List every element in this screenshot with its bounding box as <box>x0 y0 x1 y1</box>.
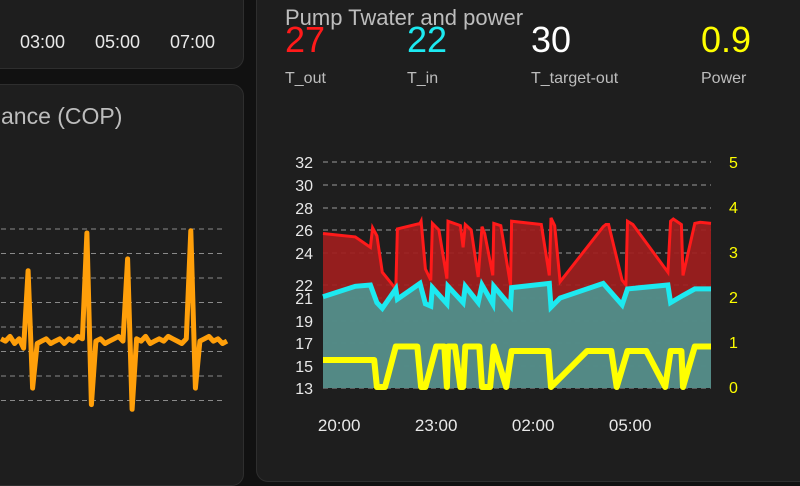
x-tick-label: 05:00 <box>95 32 141 52</box>
x-tick-label: 07:00 <box>170 32 216 52</box>
stat-label-t-out: T_out <box>285 70 326 87</box>
cop-chart <box>0 228 229 412</box>
y-left-tick-label: 17 <box>295 336 313 353</box>
y-left-tick-label: 21 <box>295 291 313 308</box>
power-series-line <box>323 343 711 390</box>
x-tick-label: 05:00 <box>609 416 652 435</box>
stat-value-t-target-out: 30 <box>531 19 572 60</box>
stat-value-t-out: 27 <box>285 19 326 60</box>
y-left-tick-label: 22 <box>295 278 313 295</box>
pump-card-title: Pump Twater and power <box>285 5 524 30</box>
y-left-tick-label: 32 <box>295 155 313 172</box>
y-left-tick-label: 28 <box>295 201 313 218</box>
y-right-tick-label: 5 <box>729 155 738 172</box>
y-left-tick-label: 19 <box>295 314 313 331</box>
stat-value-power: 0.9 <box>701 19 752 60</box>
pump-card: Pump Twater and power 27 T_out 22 T_in 3… <box>256 0 800 482</box>
x-tick-label: 03:00 <box>20 32 66 52</box>
y-left-tick-label: 26 <box>295 223 313 240</box>
stat-label-t-target-out: T_target-out <box>531 70 619 87</box>
y-left-tick-label: 15 <box>295 359 313 376</box>
stat-label-t-in: T_in <box>407 70 439 87</box>
y-right-tick-label: 4 <box>729 200 738 217</box>
y-right-tick-label: 1 <box>729 335 738 352</box>
stat-value-t-in: 22 <box>407 19 448 60</box>
x-tick-label: 23:00 <box>415 416 458 435</box>
stat-label-power: Power <box>701 70 747 87</box>
cop-card-title: ance (COP) <box>1 103 123 129</box>
x-tick-label: 02:00 <box>512 416 555 435</box>
t-in-series-line <box>322 278 711 313</box>
t-out-series-line <box>322 215 712 294</box>
cop-chart-card: ance (COP) <box>0 84 244 486</box>
y-left-tick-label: 24 <box>295 246 313 263</box>
y-left-tick-label: 30 <box>295 178 313 195</box>
y-left-tick-label: 13 <box>295 381 313 398</box>
x-tick-label: 20:00 <box>318 416 361 435</box>
top-left-chart-card <box>0 0 244 69</box>
y-right-tick-label: 3 <box>729 245 738 262</box>
cop-series-line <box>0 228 229 412</box>
y-right-tick-label: 0 <box>729 380 738 397</box>
y-right-tick-label: 2 <box>729 290 738 307</box>
